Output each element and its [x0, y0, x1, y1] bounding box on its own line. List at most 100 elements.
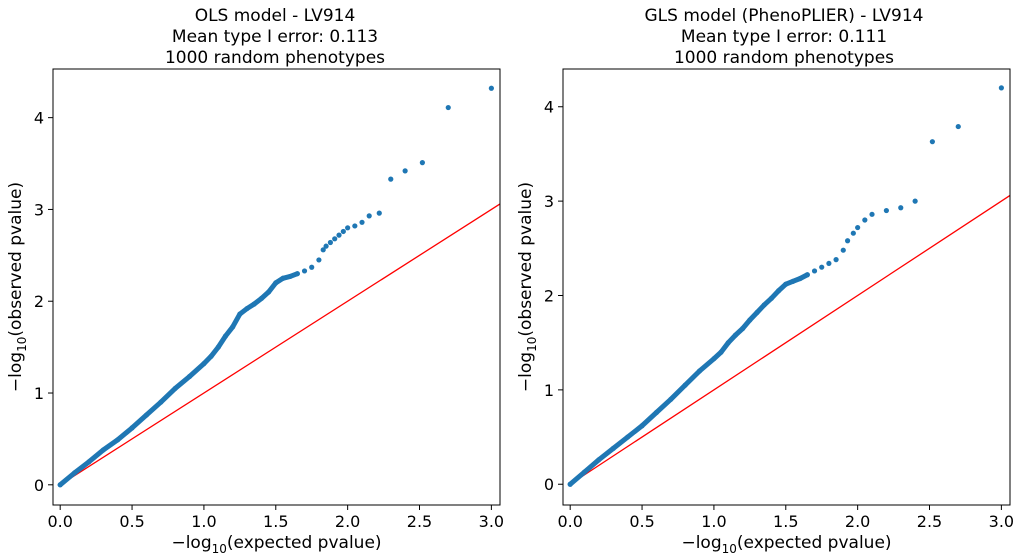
data-point — [301, 268, 308, 274]
y-tick-label: 4 — [544, 98, 554, 117]
x-tick-label: 1.0 — [191, 512, 216, 531]
plot-area — [567, 85, 1010, 487]
data-point — [100, 447, 106, 453]
data-point — [251, 301, 257, 307]
data-point — [819, 264, 825, 270]
dense-points-trace — [567, 272, 810, 487]
data-point — [955, 123, 961, 130]
x-tick-label: 1.5 — [263, 512, 288, 531]
data-point — [230, 324, 236, 330]
data-point — [725, 340, 731, 346]
y-axis-label: −log10(observed pvalue) — [6, 182, 29, 392]
x-tick-label: 0.5 — [119, 512, 144, 531]
data-point — [797, 275, 803, 282]
data-point — [258, 295, 265, 302]
data-point — [696, 368, 703, 374]
data-point — [639, 423, 645, 429]
x-axis-label: −log10(expected pvalue) — [681, 533, 891, 556]
data-point — [222, 333, 229, 339]
axes-frame — [562, 68, 1011, 506]
data-point — [323, 243, 329, 249]
data-point — [869, 211, 875, 217]
data-point — [783, 281, 789, 287]
chart-title-line: OLS model - LV914 — [195, 6, 356, 26]
x-tick-label: 2.0 — [335, 512, 360, 531]
data-point — [445, 104, 451, 111]
data-point — [143, 412, 150, 418]
x-tick-label: 1.5 — [773, 512, 798, 531]
data-point — [844, 238, 851, 244]
data-point — [287, 273, 293, 280]
chart-title-line: Mean type I error: 0.111 — [681, 27, 887, 47]
data-point — [376, 210, 382, 216]
x-tick-label: 0.0 — [47, 512, 72, 531]
data-point — [768, 295, 775, 301]
data-point — [294, 271, 300, 277]
data-point — [732, 332, 739, 338]
data-point — [718, 349, 724, 355]
data-point — [804, 272, 810, 278]
data-point — [309, 264, 315, 270]
data-point — [912, 198, 918, 204]
data-point — [215, 344, 221, 350]
data-point — [998, 85, 1004, 91]
x-tick-label: 1.0 — [701, 512, 726, 531]
data-point — [273, 280, 279, 286]
data-point — [862, 217, 868, 223]
y-tick-label: 2 — [34, 292, 44, 311]
x-tick-label: 3.0 — [989, 512, 1014, 531]
data-point — [172, 385, 178, 392]
data-point — [811, 268, 818, 274]
axes-frame — [52, 68, 501, 506]
data-point — [340, 228, 346, 235]
data-point — [898, 205, 904, 211]
y-tick-label: 0 — [544, 475, 554, 494]
x-tick-label: 0.5 — [629, 512, 654, 531]
data-point — [366, 213, 372, 219]
reference-diagonal-line — [569, 194, 1010, 485]
data-point — [280, 275, 286, 281]
data-point — [653, 409, 660, 416]
y-tick-label: 0 — [34, 476, 44, 495]
data-point — [332, 236, 338, 242]
data-point — [327, 239, 333, 246]
data-point — [850, 230, 856, 236]
data-point — [790, 278, 796, 284]
data-point — [265, 289, 272, 295]
y-tick-label: 4 — [34, 109, 44, 128]
reference-diagonal-line — [59, 203, 500, 486]
y-tick-label: 3 — [34, 200, 44, 219]
data-point — [86, 459, 92, 465]
x-tick-label: 0.0 — [557, 512, 582, 531]
chart-title-line: 1000 random phenotypes — [165, 48, 385, 68]
data-point — [237, 311, 243, 317]
data-point — [57, 482, 63, 488]
data-point — [201, 361, 207, 367]
data-point — [71, 470, 78, 476]
y-tick-label: 1 — [544, 381, 554, 400]
y-tick-label: 3 — [544, 192, 554, 211]
data-point — [581, 469, 588, 475]
x-tick-label: 3.0 — [479, 512, 504, 531]
data-point — [754, 309, 760, 316]
y-axis-label: −log10(observed pvalue) — [516, 182, 539, 392]
data-point — [682, 382, 688, 388]
y-tick-label: 2 — [544, 286, 554, 305]
data-point — [668, 396, 674, 402]
y-tick-label: 1 — [34, 384, 44, 403]
data-point — [840, 247, 846, 253]
data-point — [352, 223, 358, 229]
data-point — [711, 356, 717, 362]
data-point — [747, 317, 753, 323]
data-point — [345, 225, 351, 231]
data-point — [359, 219, 365, 225]
data-point — [488, 85, 494, 91]
data-point — [244, 305, 250, 312]
x-tick-label: 2.0 — [845, 512, 870, 531]
data-point — [883, 207, 889, 214]
data-point — [208, 353, 214, 359]
data-point — [388, 176, 394, 182]
